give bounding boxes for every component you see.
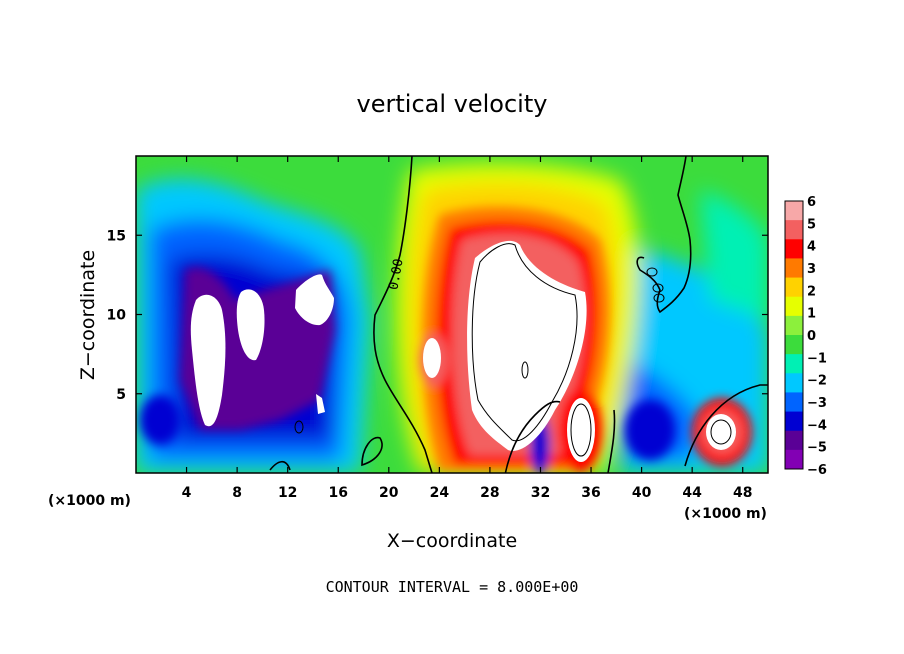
colorbar-label: 2	[807, 284, 816, 299]
contour-label: 0.00	[386, 258, 406, 291]
colorbar-swatch	[785, 430, 803, 451]
y-tick-label: 10	[107, 308, 127, 324]
colorbar-label: −5	[807, 441, 827, 456]
x-tick-label: 36	[581, 485, 600, 501]
colorbar-label: −6	[807, 463, 827, 478]
y-axis: 5 10 15	[107, 228, 768, 403]
colorbar-label: −1	[807, 351, 827, 366]
colorbar-label: −2	[807, 374, 827, 389]
contour-lines-inner	[294, 243, 732, 457]
x-tick-label: 12	[278, 485, 297, 501]
y-tick-label: 5	[116, 387, 126, 403]
contour-lines	[269, 156, 768, 473]
colorbar-label: −4	[807, 418, 827, 433]
colorbar-swatch	[785, 335, 803, 355]
saturated-regions	[190, 240, 736, 462]
x-unit-label-right: (×1000 m)	[684, 506, 767, 522]
colorbar-label: 6	[807, 195, 816, 210]
contour-interval-note: CONTOUR INTERVAL = 8.000E+00	[326, 578, 579, 596]
x-tick-label: 48	[733, 485, 752, 501]
x-tick-label: 24	[430, 485, 450, 501]
x-tick-label: 16	[328, 485, 347, 501]
colorbar-label: −3	[807, 396, 827, 411]
colorbar-frame	[784, 200, 804, 470]
x-tick-label: 28	[480, 485, 499, 501]
chart-title: vertical velocity	[357, 90, 548, 118]
x-axis: 4 8 12 16 20 24 28 32 36 40 44 48	[182, 156, 752, 501]
colorbar-label: 3	[807, 262, 816, 277]
colorbar-label: 0	[807, 329, 816, 344]
x-unit-label: (×1000 m)	[48, 493, 131, 509]
colorbar-swatch	[785, 258, 803, 279]
colorbar-swatch	[785, 373, 803, 393]
x-tick-label: 8	[232, 485, 242, 501]
x-tick-label: 20	[379, 485, 399, 501]
colorbar-swatch	[785, 296, 803, 317]
colorbar-swatch	[785, 354, 803, 374]
y-tick-label: 15	[107, 228, 126, 244]
x-tick-label: 44	[682, 485, 702, 501]
colorbar-swatch	[785, 277, 803, 298]
x-tick-label: 4	[182, 485, 192, 501]
y-axis-label: Z−coordinate	[77, 250, 99, 380]
x-axis-label: X−coordinate	[387, 530, 517, 552]
colorbar-swatch	[785, 392, 803, 413]
x-tick-label: 32	[531, 485, 550, 501]
colorbar-swatch	[785, 315, 803, 336]
x-tick-label: 40	[632, 485, 652, 501]
colorbar-label: 1	[807, 307, 816, 322]
colorbar-label: 4	[807, 240, 816, 255]
colorbar-swatch	[785, 220, 803, 240]
colorbar-swatch	[785, 201, 803, 221]
colorbar-swatch	[785, 411, 803, 432]
plot-area: 0.00	[136, 156, 768, 473]
colorbar-swatch	[785, 239, 803, 259]
colorbar: 6 5 4 3 2 1 0 −1 −2 −3 −4 −5 −6	[784, 195, 827, 478]
colorbar-label: 5	[807, 217, 816, 232]
colorbar-swatch	[785, 449, 803, 470]
